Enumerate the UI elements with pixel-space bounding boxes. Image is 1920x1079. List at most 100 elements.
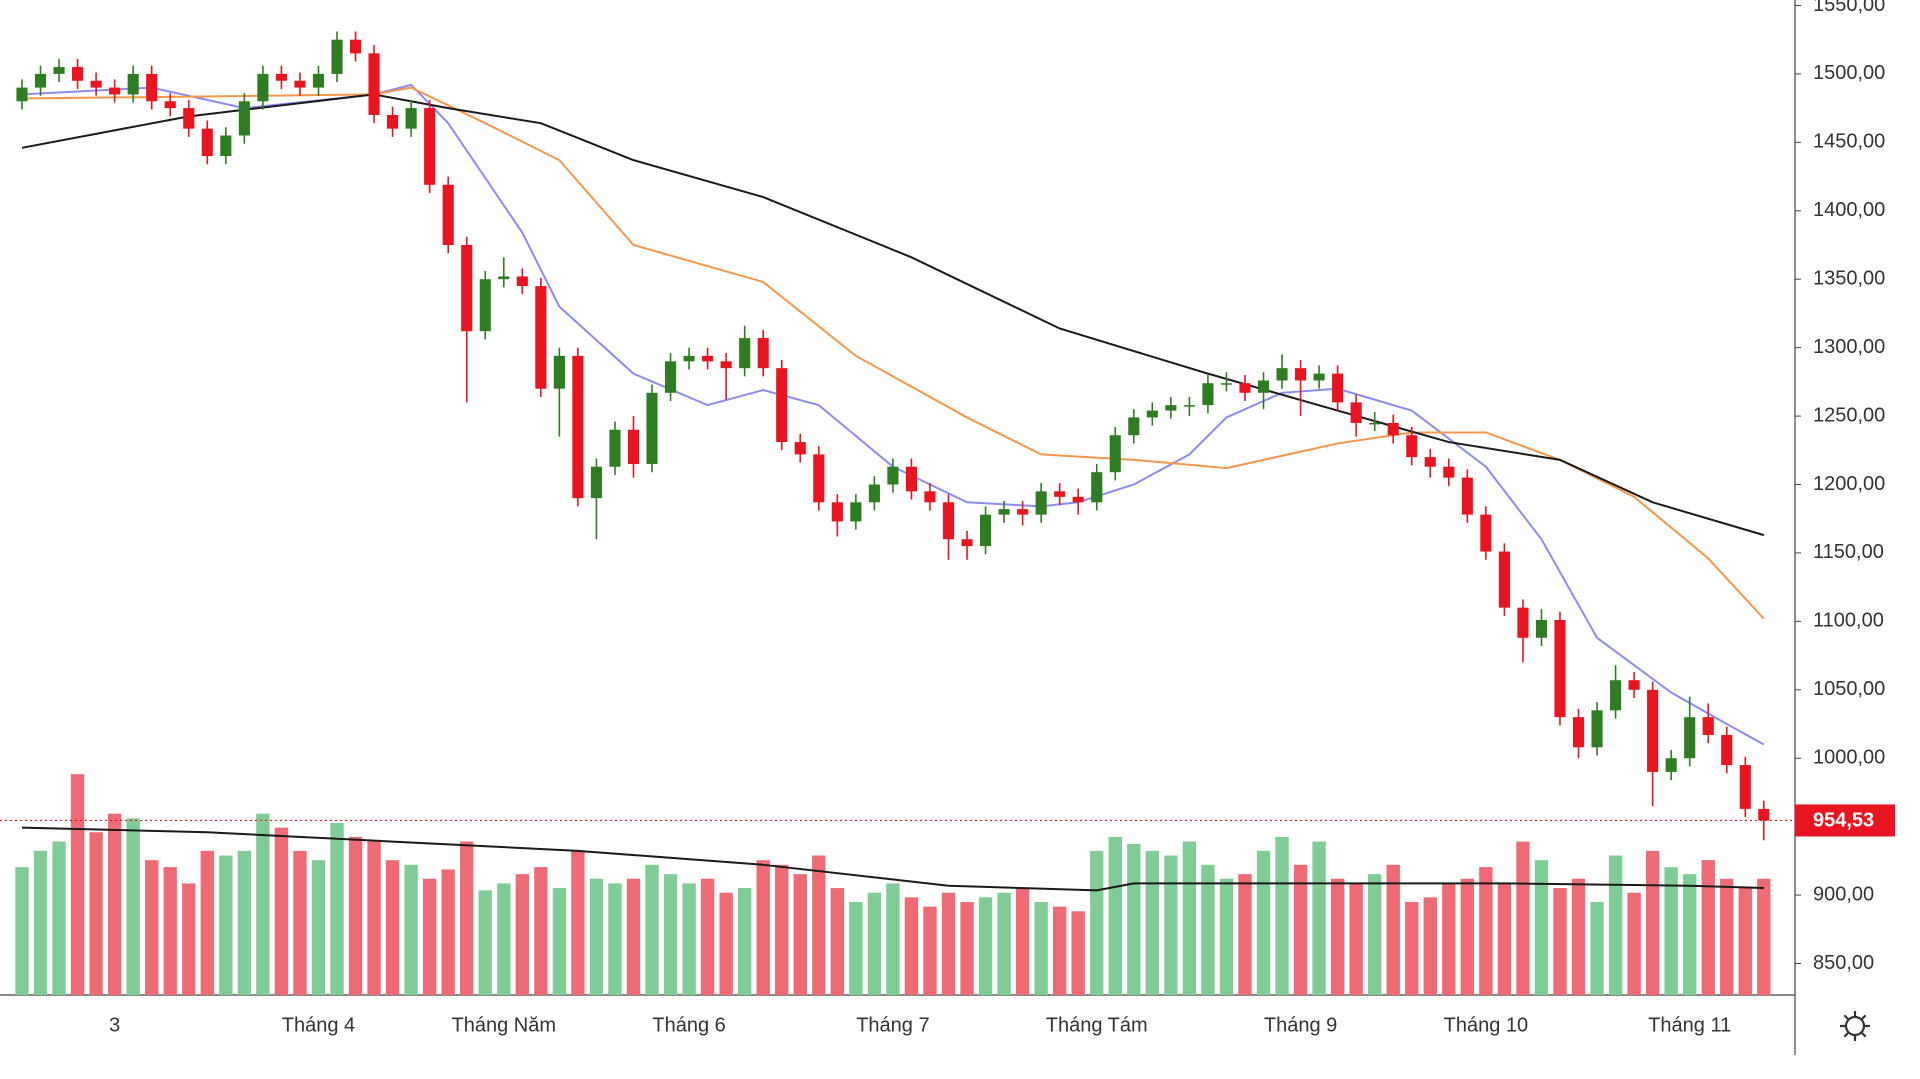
- candle-body: [794, 442, 806, 455]
- candle-body: [924, 491, 936, 503]
- candle-body: [1461, 477, 1473, 515]
- volume-bar: [107, 813, 122, 995]
- candle-body: [1332, 373, 1344, 403]
- volume-bar: [1720, 878, 1734, 995]
- candle-body: [127, 73, 139, 95]
- candle-body: [1239, 383, 1251, 393]
- candle-body: [1535, 619, 1548, 638]
- x-tick-label: Tháng 6: [652, 1014, 725, 1036]
- volume-bar: [1034, 902, 1048, 995]
- y-tick-label: 1350,00: [1813, 267, 1885, 289]
- candle-body: [868, 484, 880, 503]
- volume-bar: [15, 867, 29, 995]
- candle-body: [1517, 607, 1529, 638]
- candle-body: [368, 53, 380, 115]
- candle-body: [1035, 491, 1047, 515]
- candle-body: [349, 39, 362, 54]
- y-tick-label: 1550,00: [1813, 0, 1885, 16]
- volume-bar: [237, 850, 252, 995]
- volume-bar: [1590, 902, 1604, 995]
- volume-bar: [293, 850, 307, 995]
- volume-bar: [775, 864, 789, 995]
- x-tick-label: Tháng 4: [282, 1014, 355, 1036]
- candle-body: [609, 429, 621, 467]
- volume-bar: [497, 883, 511, 995]
- candle-body: [1165, 405, 1177, 411]
- volume-bar: [589, 878, 604, 995]
- candle-body: [442, 184, 454, 245]
- y-tick-label: 1400,00: [1813, 199, 1885, 221]
- candle-body: [1739, 765, 1751, 809]
- volume-bar: [960, 902, 974, 995]
- volume-bar: [1757, 878, 1771, 995]
- candle-body: [590, 466, 602, 499]
- volume-bar: [1053, 906, 1067, 995]
- volume-bar: [126, 818, 140, 995]
- candle-body: [1721, 734, 1733, 766]
- volume-bar: [1571, 878, 1586, 995]
- candle-body: [1443, 466, 1455, 478]
- volume-bar: [1664, 867, 1678, 995]
- y-tick-label: 1450,00: [1813, 131, 1885, 153]
- candle-body: [535, 286, 547, 389]
- candle-body: [1424, 457, 1436, 467]
- candle-body: [850, 502, 862, 522]
- candle-body: [183, 108, 195, 129]
- candle-body: [1313, 373, 1325, 381]
- candle-body: [1702, 717, 1714, 735]
- volume-bar: [978, 897, 993, 995]
- candle-body: [146, 73, 158, 102]
- volume-bar: [1497, 883, 1512, 995]
- volume-bar: [200, 850, 214, 995]
- volume-bar: [1534, 860, 1549, 995]
- candle-body: [294, 80, 306, 88]
- volume-bar: [1108, 836, 1122, 995]
- candle-body: [164, 101, 176, 109]
- volume-bar: [997, 892, 1011, 995]
- candle-body: [1017, 509, 1029, 515]
- volume-bar: [163, 867, 177, 995]
- candle-body: [1109, 435, 1121, 473]
- candle-body: [109, 87, 121, 95]
- candle-body: [461, 244, 473, 332]
- candle-body: [1387, 422, 1399, 436]
- candle-body: [1202, 383, 1214, 406]
- volume-bar: [1738, 888, 1752, 995]
- volume-bar: [1182, 841, 1197, 995]
- candle-body: [1554, 619, 1566, 718]
- volume-bar: [904, 897, 919, 995]
- volume-bar: [737, 888, 752, 995]
- volume-bar: [849, 902, 863, 995]
- volume-bar: [1219, 878, 1234, 995]
- volume-bar: [1256, 850, 1271, 995]
- candle-body: [1758, 808, 1770, 821]
- candle-body: [1146, 410, 1158, 418]
- volume-bar: [1405, 902, 1419, 995]
- y-tick-label: 1100,00: [1813, 610, 1884, 632]
- candle-body: [238, 101, 250, 136]
- settings-icon-rays: [1840, 1011, 1870, 1041]
- volume-bar: [682, 883, 696, 995]
- candle-body: [72, 67, 84, 81]
- settings-icon[interactable]: [1840, 1011, 1870, 1041]
- candle-body: [312, 73, 325, 88]
- candle-body: [1183, 405, 1195, 407]
- volume-bar: [70, 774, 85, 995]
- volume-bar: [812, 855, 826, 995]
- candle-body: [739, 338, 751, 369]
- candle-body: [424, 108, 436, 185]
- candle-body: [1610, 680, 1622, 711]
- volume-bar: [1386, 864, 1400, 995]
- volume-bar: [1201, 864, 1215, 995]
- volume-bar: [1238, 874, 1252, 995]
- volume-bar: [1516, 841, 1530, 995]
- volume-bar: [460, 841, 474, 995]
- y-tick-label: 1250,00: [1813, 404, 1885, 426]
- volume-bars: [15, 774, 1771, 995]
- x-tick-label: Tháng 7: [856, 1014, 929, 1036]
- candle-body: [831, 502, 843, 522]
- volume-bar: [1090, 850, 1104, 995]
- volume-bar: [1368, 874, 1382, 995]
- volume-bar: [89, 832, 103, 995]
- candle-body: [905, 466, 917, 492]
